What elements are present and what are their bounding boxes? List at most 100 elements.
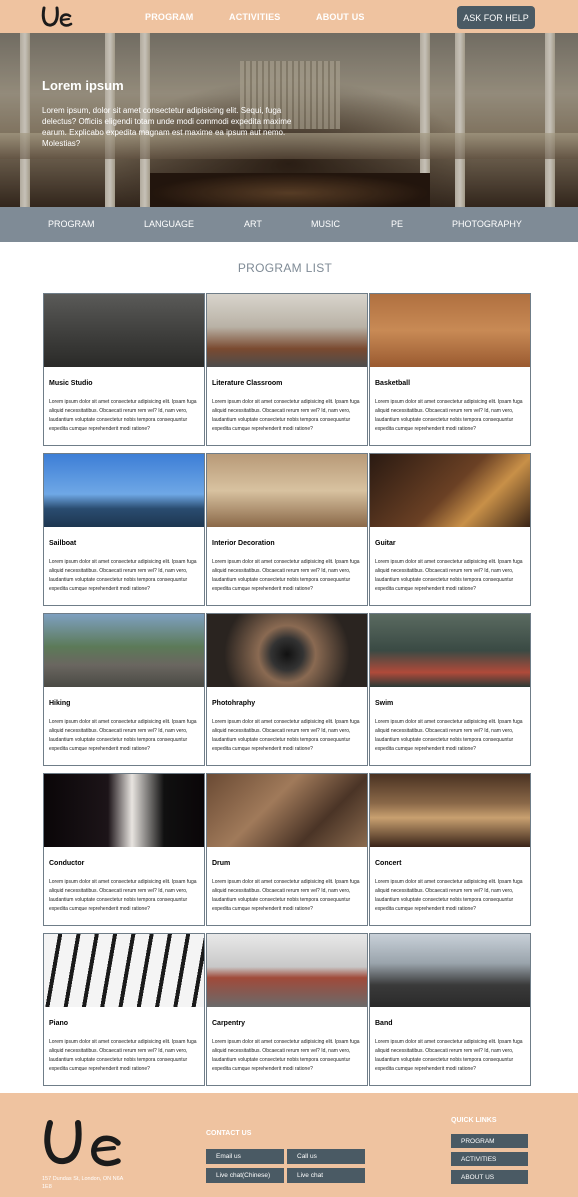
program-card-literature-classroom[interactable]: Literature Classroom Lorem ipsum dolor si… [206,293,368,446]
category-pe-link[interactable]: PE [391,219,404,229]
email-us-button[interactable]: Email us [206,1149,284,1164]
footer-address: 157 Dundas St, London, ON N6A 1E8 [42,1176,124,1190]
program-card-basketball[interactable]: Basketball Lorem ipsum dolor sit amet con… [369,293,531,446]
hero-column [420,33,430,207]
footer: 157 Dundas St, London, ON N6A 1E8 CONTAC… [0,1093,578,1197]
quick-link-about-us[interactable]: ABOUT US [451,1170,528,1184]
category-music-link[interactable]: MUSIC [311,219,340,229]
program-card-band[interactable]: Band Lorem ipsum dolor sit amet consectet… [369,933,531,1086]
nav-activities-link[interactable]: ACTIVITIES [229,12,281,22]
program-card-title: Piano [49,1020,69,1027]
program-card-title: Carpentry [212,1020,246,1027]
nav-program-link[interactable]: PROGRAM [145,12,194,22]
program-card-title: Photohraphy [212,700,256,707]
hero-title: Lorem ipsum [42,78,124,93]
program-card-image [207,934,367,1007]
program-card-sailboat[interactable]: Sailboat Lorem ipsum dolor sit amet conse… [43,453,205,606]
hero-column [20,33,30,207]
program-card-title: Music Studio [49,380,93,387]
program-card-description: Lorem ipsum dolor sit amet consectetur a… [212,1039,360,1072]
program-card-title: Band [375,1020,393,1027]
program-card-description: Lorem ipsum dolor sit amet consectetur a… [375,399,523,432]
program-card-description: Lorem ipsum dolor sit amet consectetur a… [212,559,360,592]
program-card-image [370,934,530,1007]
program-card-description: Lorem ipsum dolor sit amet consectetur a… [375,879,523,912]
hero-organ-decoration [240,61,340,129]
program-card-concert[interactable]: Concert Lorem ipsum dolor sit amet consec… [369,773,531,926]
quick-links-title: QUICK LINKS [451,1117,497,1124]
hero-banner: Lorem ipsum Lorem ipsum, dolor sit amet … [0,33,578,207]
program-card-description: Lorem ipsum dolor sit amet consectetur a… [212,399,360,432]
program-card-image [207,454,367,527]
hero-column [105,33,115,207]
program-card-image [207,614,367,687]
program-card-photohraphy[interactable]: Photohraphy Lorem ipsum dolor sit amet co… [206,613,368,766]
program-card-piano[interactable]: Piano Lorem ipsum dolor sit amet consecte… [43,933,205,1086]
program-card-title: Literature Classroom [212,380,283,387]
program-card-conductor[interactable]: Conductor Lorem ipsum dolor sit amet cons… [43,773,205,926]
program-card-image [44,454,204,527]
program-card-title: Drum [212,860,231,867]
category-photography-link[interactable]: PHOTOGRAPHY [452,219,522,229]
program-card-hiking[interactable]: Hiking Lorem ipsum dolor sit amet consect… [43,613,205,766]
program-card-title: Interior Decoration [212,540,275,547]
category-art-link[interactable]: ART [244,219,262,229]
program-card-description: Lorem ipsum dolor sit amet consectetur a… [375,719,523,752]
program-card-description: Lorem ipsum dolor sit amet consectetur a… [49,559,197,592]
hero-stage [150,173,430,207]
hero-text: Lorem ipsum, dolor sit amet consectetur … [42,106,292,148]
quick-link-activities[interactable]: ACTIVITIES [451,1152,528,1166]
program-card-music-studio[interactable]: Music Studio Lorem ipsum dolor sit amet c… [43,293,205,446]
program-card-interior-decoration[interactable]: Interior Decoration Lorem ipsum dolor sit… [206,453,368,606]
nav-about-us-link[interactable]: ABOUT US [316,12,365,22]
program-card-title: Hiking [49,700,71,707]
quick-link-program[interactable]: PROGRAM [451,1134,528,1148]
program-card-description: Lorem ipsum dolor sit amet consectetur a… [49,879,197,912]
program-card-image [370,774,530,847]
program-card-title: Concert [375,860,402,867]
program-card-title: Guitar [375,540,396,547]
program-list-title: PROGRAM LIST [237,261,333,275]
program-card-image [370,294,530,367]
program-card-image [44,934,204,1007]
program-card-description: Lorem ipsum dolor sit amet consectetur a… [212,719,360,752]
hero-column [455,33,465,207]
hero-column [140,33,150,207]
category-program-link[interactable]: PROGRAM [48,219,95,229]
program-card-image [44,294,204,367]
category-nav: PROGRAM LANGUAGE ART MUSIC PE PHOTOGRAPH… [0,207,578,242]
program-card-title: Basketball [375,380,411,387]
hero-column [545,33,555,207]
program-card-title: Swim [375,700,394,707]
program-card-description: Lorem ipsum dolor sit amet consectetur a… [49,1039,197,1072]
program-card-image [207,294,367,367]
call-us-button[interactable]: Call us [287,1149,365,1164]
program-card-guitar[interactable]: Guitar Lorem ipsum dolor sit amet consect… [369,453,531,606]
live-chat-chinese-button[interactable]: Live chat(Chinese) [206,1168,284,1183]
program-card-image [44,614,204,687]
live-chat-button[interactable]: Live chat [287,1168,365,1183]
program-card-image [44,774,204,847]
program-card-drum[interactable]: Drum Lorem ipsum dolor sit amet consectet… [206,773,368,926]
program-card-image [370,454,530,527]
program-card-title: Conductor [49,860,85,867]
program-card-description: Lorem ipsum dolor sit amet consectetur a… [49,399,197,432]
program-card-description: Lorem ipsum dolor sit amet consectetur a… [375,1039,523,1072]
program-card-image [370,614,530,687]
program-card-swim[interactable]: Swim Lorem ipsum dolor sit amet consectet… [369,613,531,766]
ask-for-help-button[interactable]: ASK FOR HELP [457,6,535,29]
program-card-carpentry[interactable]: Carpentry Lorem ipsum dolor sit amet cons… [206,933,368,1086]
hero-overlay [0,33,578,207]
top-header: PROGRAM ACTIVITIES ABOUT US ASK FOR HELP [0,0,578,33]
program-card-description: Lorem ipsum dolor sit amet consectetur a… [49,719,197,752]
program-card-title: Sailboat [49,540,77,547]
program-card-image [207,774,367,847]
category-language-link[interactable]: LANGUAGE [144,219,195,229]
program-card-description: Lorem ipsum dolor sit amet consectetur a… [212,879,360,912]
program-card-description: Lorem ipsum dolor sit amet consectetur a… [375,559,523,592]
ue-logo-icon [44,1120,121,1167]
contact-us-title: CONTACT US [206,1130,252,1137]
ue-logo-icon[interactable] [40,4,74,30]
hero-balcony [0,133,578,159]
